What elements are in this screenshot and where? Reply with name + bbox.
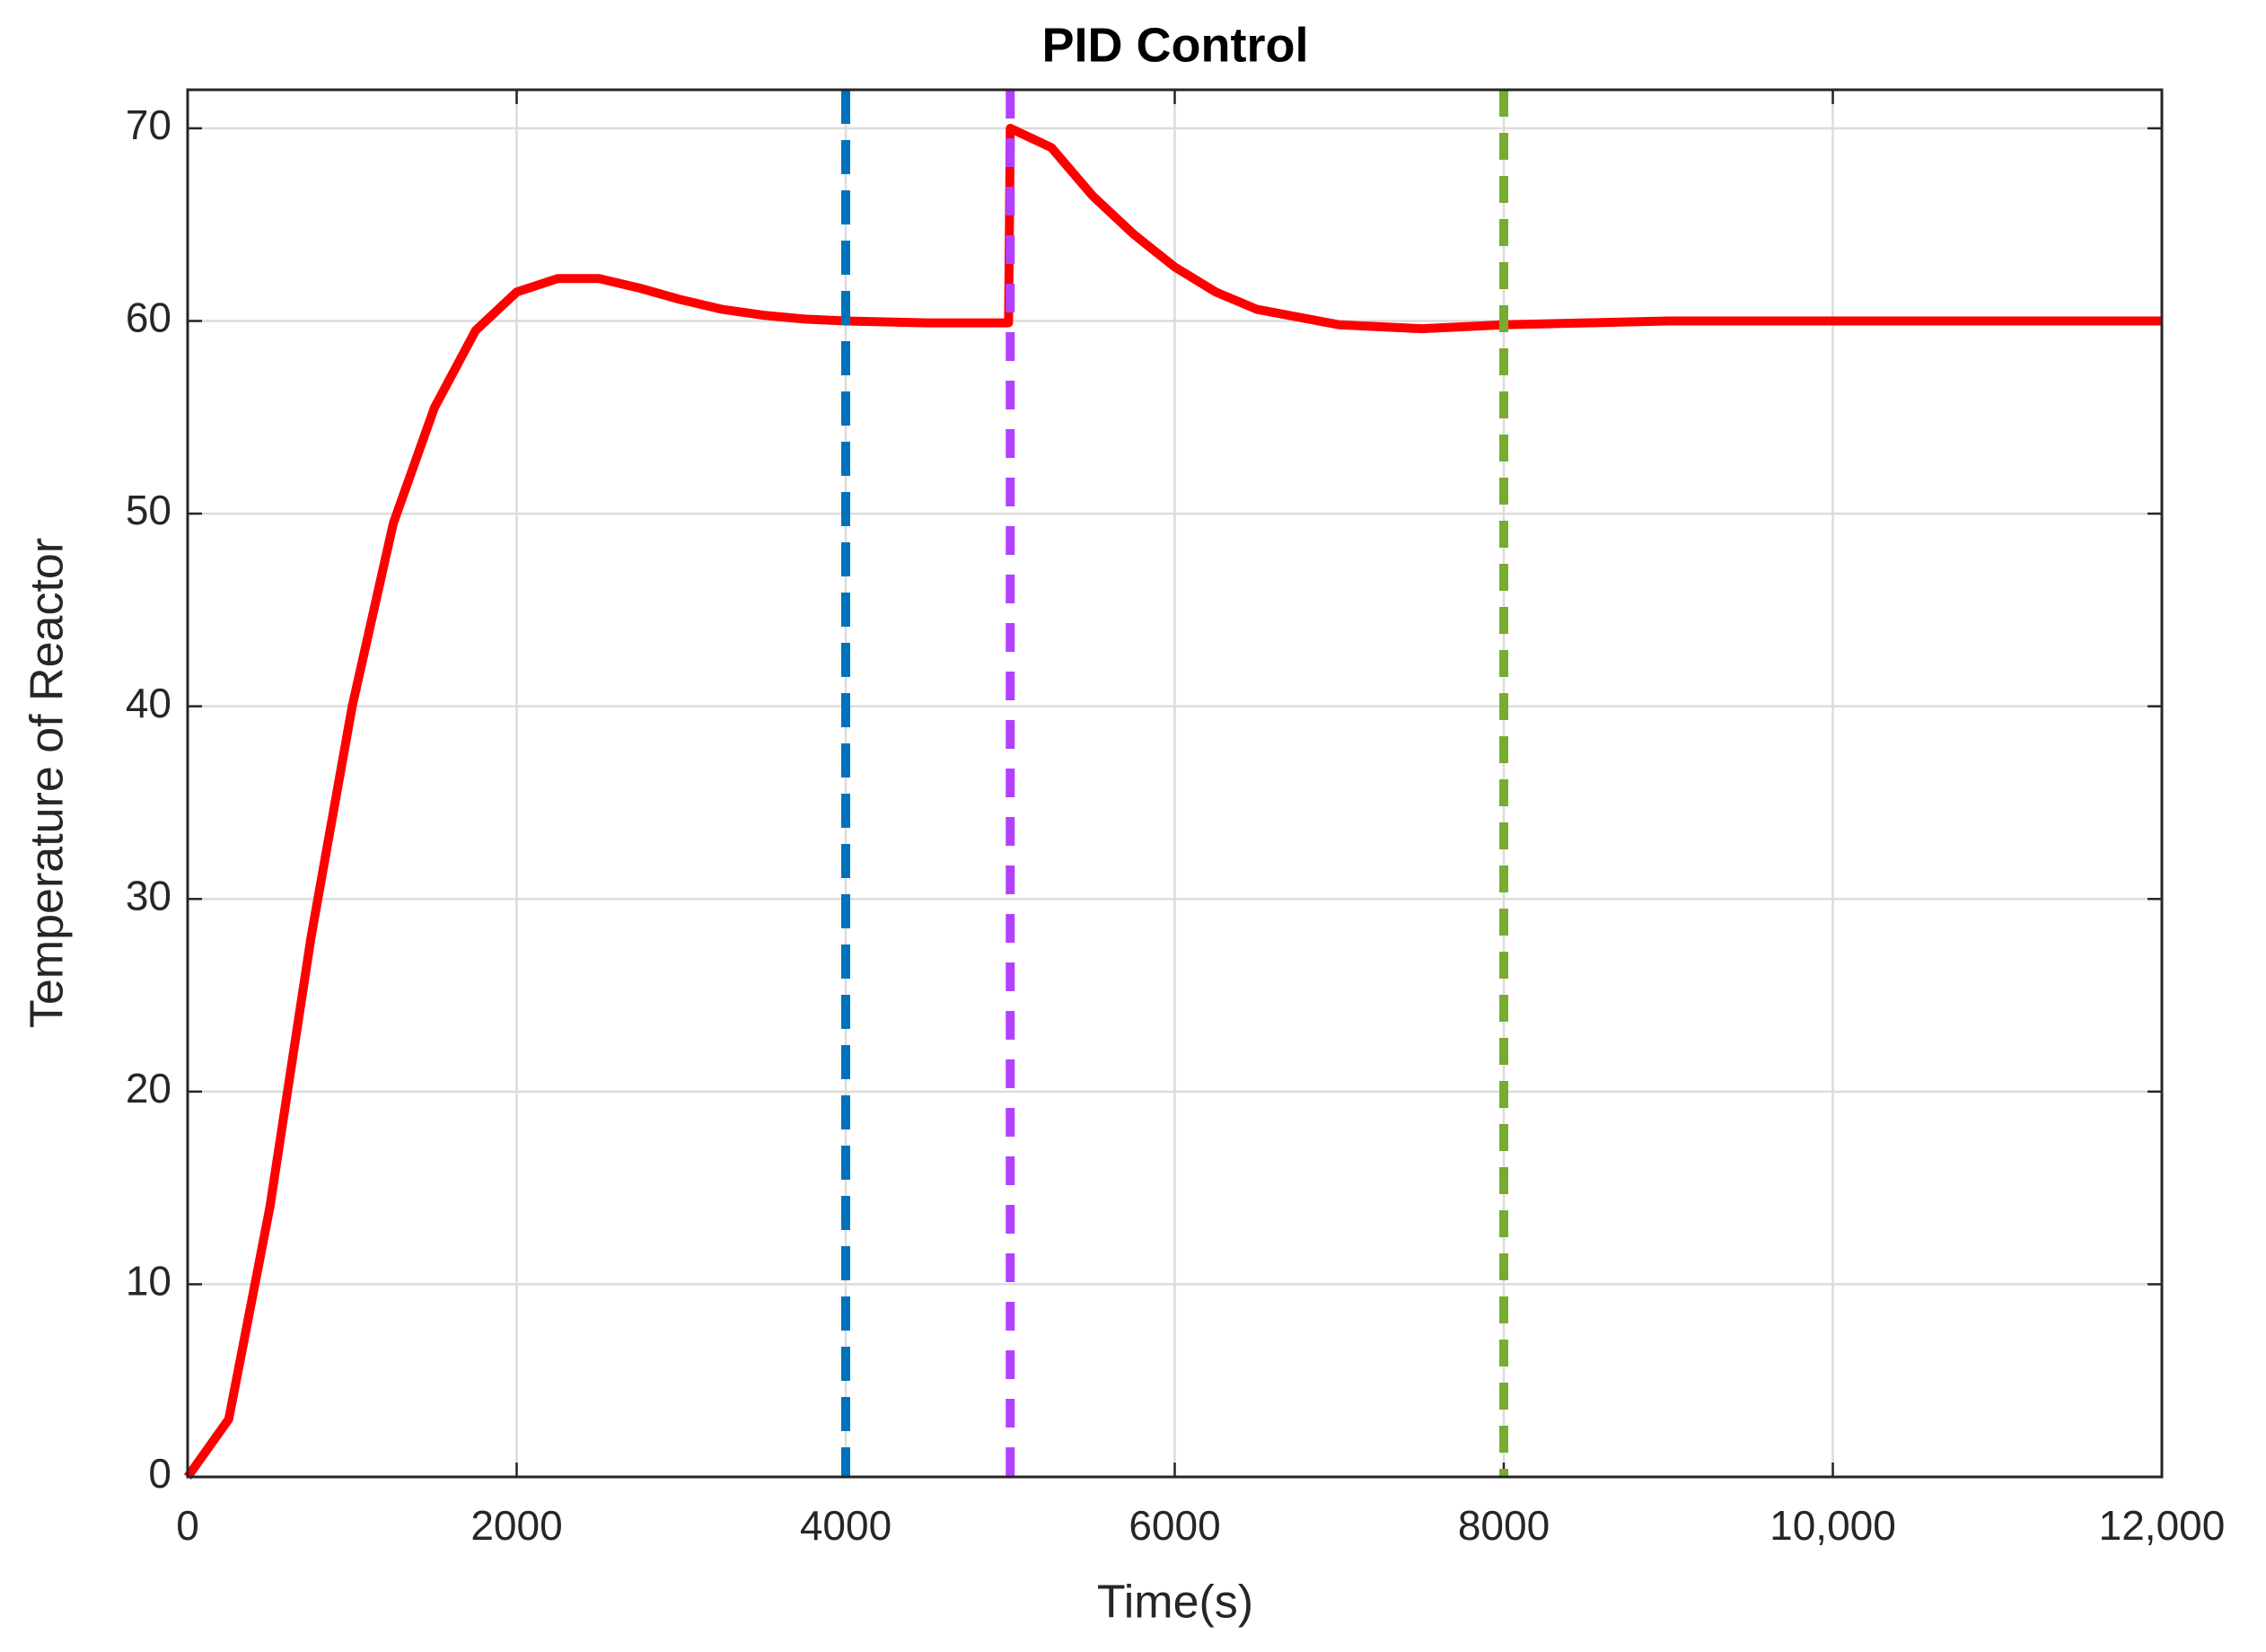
x-tick-label: 12,000 <box>2099 1502 2226 1549</box>
y-tick-label: 10 <box>126 1258 171 1305</box>
y-tick-label: 60 <box>126 294 171 341</box>
x-tick-label: 6000 <box>1129 1502 1220 1549</box>
y-tick-label: 30 <box>126 872 171 918</box>
y-tick-label: 20 <box>126 1065 171 1112</box>
y-tick-label: 70 <box>126 101 171 148</box>
x-tick-label: 8000 <box>1458 1502 1550 1549</box>
x-tick-label: 2000 <box>470 1502 562 1549</box>
chart-title: PID Control <box>1042 18 1309 72</box>
y-tick-label: 0 <box>148 1450 171 1497</box>
y-tick-label: 50 <box>126 487 171 533</box>
x-axis-label: Time(s) <box>1097 1577 1253 1629</box>
x-tick-label: 10,000 <box>1770 1502 1896 1549</box>
y-tick-label: 40 <box>126 680 171 726</box>
plot-frame <box>186 88 2164 1479</box>
y-axis-label: Temperature of Reactor <box>22 538 74 1028</box>
x-tick-label: 4000 <box>800 1502 891 1549</box>
x-tick-label: 0 <box>176 1502 199 1549</box>
